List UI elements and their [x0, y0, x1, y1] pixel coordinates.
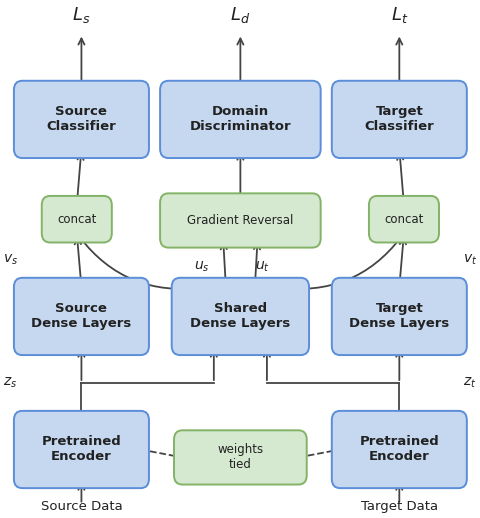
FancyBboxPatch shape: [174, 430, 307, 484]
Text: $z_s$: $z_s$: [3, 376, 18, 390]
FancyBboxPatch shape: [172, 278, 309, 355]
Text: $L_t$: $L_t$: [391, 5, 408, 25]
FancyBboxPatch shape: [160, 193, 321, 248]
Text: Target Data: Target Data: [361, 500, 438, 513]
Text: Pretrained
Encoder: Pretrained Encoder: [42, 436, 121, 464]
FancyBboxPatch shape: [160, 81, 321, 158]
Text: $v_s$: $v_s$: [2, 253, 18, 267]
Text: Source
Dense Layers: Source Dense Layers: [31, 303, 132, 330]
FancyBboxPatch shape: [369, 196, 439, 242]
Text: weights
tied: weights tied: [217, 443, 264, 471]
FancyBboxPatch shape: [332, 81, 467, 158]
FancyBboxPatch shape: [332, 411, 467, 488]
Text: $u_s$: $u_s$: [194, 260, 210, 274]
FancyBboxPatch shape: [14, 81, 149, 158]
FancyBboxPatch shape: [332, 278, 467, 355]
Text: $L_d$: $L_d$: [230, 5, 251, 25]
Text: Target
Classifier: Target Classifier: [364, 105, 434, 134]
Text: Pretrained
Encoder: Pretrained Encoder: [360, 436, 439, 464]
Text: $z_t$: $z_t$: [463, 376, 477, 390]
Text: concat: concat: [57, 213, 96, 226]
Text: $u_t$: $u_t$: [254, 260, 270, 274]
Text: Shared
Dense Layers: Shared Dense Layers: [190, 303, 290, 330]
Text: $v_t$: $v_t$: [463, 253, 478, 267]
FancyBboxPatch shape: [14, 411, 149, 488]
Text: $L_s$: $L_s$: [72, 5, 91, 25]
Text: concat: concat: [384, 213, 424, 226]
FancyBboxPatch shape: [42, 196, 112, 242]
FancyBboxPatch shape: [14, 278, 149, 355]
Text: Source Data: Source Data: [40, 500, 122, 513]
Text: Gradient Reversal: Gradient Reversal: [187, 214, 294, 227]
Text: Domain
Discriminator: Domain Discriminator: [190, 105, 291, 134]
Text: Source
Classifier: Source Classifier: [47, 105, 116, 134]
Text: Target
Dense Layers: Target Dense Layers: [349, 303, 449, 330]
